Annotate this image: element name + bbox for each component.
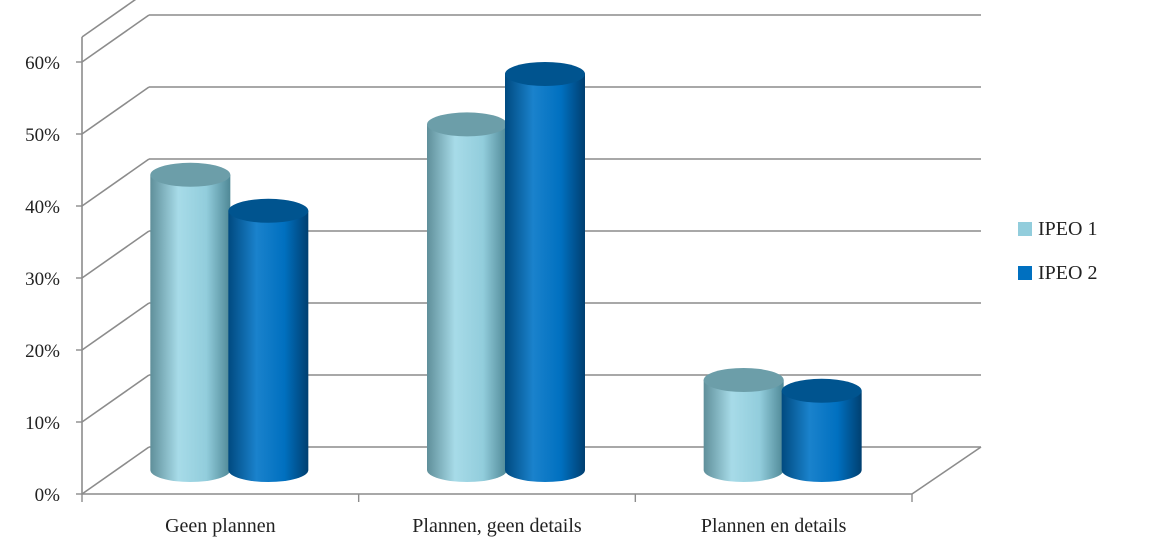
y-tick-label: 20% — [25, 341, 60, 362]
y-tick-label: 50% — [25, 125, 60, 146]
bar — [703, 368, 784, 482]
y-tick-label: 10% — [25, 413, 60, 434]
bars — [150, 62, 862, 483]
legend-swatch — [1018, 266, 1032, 280]
legend-label: IPEO 1 — [1038, 218, 1097, 240]
legend-swatch — [1018, 222, 1032, 236]
bar — [781, 378, 862, 482]
bar — [228, 198, 309, 483]
legend-label: IPEO 2 — [1038, 262, 1097, 284]
x-category-label: Plannen, geen details — [412, 515, 582, 537]
y-tick-label: 0% — [35, 485, 61, 506]
axes — [76, 37, 982, 502]
gridline-top-side — [81, 0, 137, 38]
legend: IPEO 1 IPEO 2 — [1018, 218, 1097, 284]
bar — [150, 162, 231, 483]
x-category-label: Geen plannen — [165, 515, 276, 537]
y-tick-label: 40% — [25, 197, 60, 218]
floor-edge — [911, 446, 982, 495]
y-tick-label: 30% — [25, 269, 60, 290]
gridline — [81, 14, 981, 63]
bar — [505, 62, 585, 482]
y-tick-label: 60% — [25, 53, 60, 74]
x-category-label: Plannen en details — [701, 515, 847, 537]
bar — [427, 112, 507, 483]
labels: 0% 10% 20% 30% 40% 50% 60% Geen plannen Plannen,… — [25, 53, 846, 537]
